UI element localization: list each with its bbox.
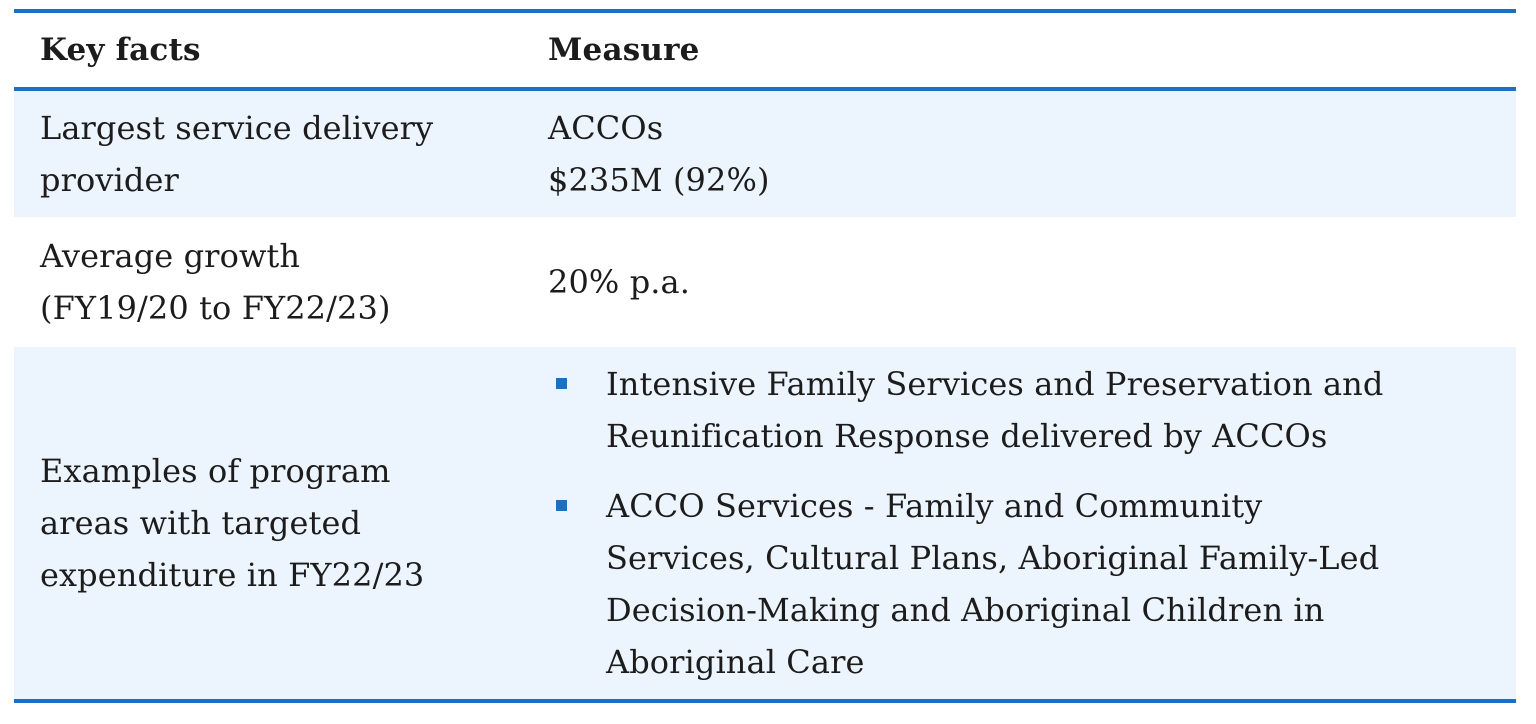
bullet-line: Services, Cultural Plans, Aboriginal Fam…: [606, 539, 1380, 577]
table-top-rule: [14, 9, 1516, 13]
key-line: Examples of program: [40, 452, 391, 490]
square-bullet-icon: [556, 378, 567, 389]
bullet-line: Intensive Family Services and Preservati…: [606, 365, 1384, 403]
measure-cell: Intensive Family Services and Preservati…: [522, 358, 1516, 688]
bullet-line: Aboriginal Care: [606, 643, 865, 681]
measure-line: $235M (92%): [548, 161, 770, 199]
bullet-line: ACCO Services - Family and Community: [606, 487, 1263, 525]
key-line: (FY19/20 to FY22/23): [40, 289, 391, 327]
column-header-measure: Measure: [548, 32, 700, 68]
key-line: expenditure in FY22/23: [40, 556, 425, 594]
key-line: provider: [40, 161, 179, 199]
table-row-program-examples: Examples of program areas with targeted …: [14, 347, 1516, 699]
program-bullet-list: Intensive Family Services and Preservati…: [548, 358, 1516, 688]
table-bottom-rule: [14, 699, 1516, 703]
key-cell: Examples of program areas with targeted …: [14, 445, 522, 601]
key-facts-table: Key facts Measure Largest service delive…: [14, 9, 1516, 703]
table-header-rule: [14, 87, 1516, 91]
key-cell: Largest service delivery provider: [14, 102, 522, 206]
key-line: Largest service delivery: [40, 109, 434, 147]
bullet-line: Reunification Response delivered by ACCO…: [606, 417, 1328, 455]
bullet-item: ACCO Services - Family and Community Ser…: [548, 480, 1516, 688]
column-header-key-facts: Key facts: [40, 32, 201, 68]
bullet-line: Decision-Making and Aboriginal Children …: [606, 591, 1325, 629]
key-cell: Average growth (FY19/20 to FY22/23): [14, 230, 522, 334]
table-header-row: Key facts Measure: [14, 13, 1516, 87]
table-row-largest-provider: Largest service delivery provider ACCOs …: [14, 91, 1516, 217]
measure-cell: 20% p.a.: [522, 256, 1516, 308]
bullet-item: Intensive Family Services and Preservati…: [548, 358, 1516, 462]
measure-line: 20% p.a.: [548, 263, 691, 301]
key-line: areas with targeted: [40, 504, 362, 542]
measure-line: ACCOs: [548, 109, 664, 147]
measure-cell: ACCOs $235M (92%): [522, 102, 1516, 206]
table-row-average-growth: Average growth (FY19/20 to FY22/23) 20% …: [14, 217, 1516, 347]
square-bullet-icon: [556, 500, 567, 511]
key-line: Average growth: [40, 237, 301, 275]
